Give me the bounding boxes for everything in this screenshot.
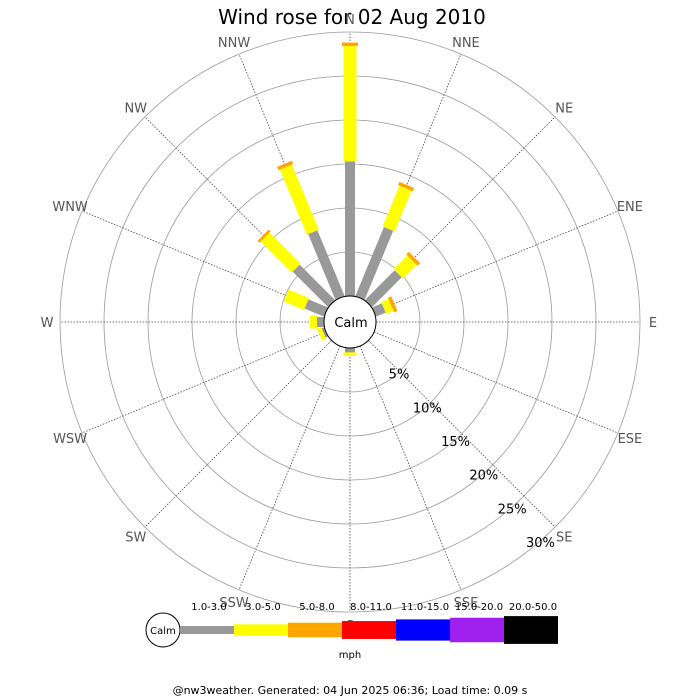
bar-ene-bin-1 (372, 303, 386, 317)
legend-bin-label-1: 1.0-3.0 (191, 602, 226, 613)
direction-label-nnw: NNW (218, 36, 250, 51)
legend-bin-label-4: 8.0-11.0 (350, 602, 392, 613)
bar-ene-bin-2 (381, 298, 394, 315)
direction-label-nne: NNE (452, 36, 480, 51)
bar-wsw-bin-2 (316, 326, 327, 341)
ring-label-6: 30% (526, 536, 555, 551)
legend-swatch-7 (504, 616, 558, 644)
direction-label-w: W (41, 316, 54, 331)
spoke-ese (373, 331, 619, 434)
legend-calm-label: Calm (150, 626, 176, 637)
bar-wnw-bin-1 (304, 299, 328, 317)
bar-ne-bin-1 (364, 270, 402, 308)
bar-ne-bin-2 (393, 255, 417, 279)
bar-ne-bin-3 (406, 251, 421, 266)
spoke-wnw (81, 210, 327, 313)
bar-nne-bin-1 (355, 226, 394, 300)
direction-label-wnw: WNW (52, 200, 88, 215)
direction-label-se: SE (556, 530, 572, 545)
bar-wnw-bin-2 (283, 289, 309, 310)
direction-label-sse: SSE (454, 596, 479, 611)
bar-nnw-bin-2 (279, 164, 319, 235)
direction-label-ne: NE (555, 102, 573, 117)
ring-label-3: 15% (441, 435, 470, 450)
bar-nw-bin-1 (292, 264, 336, 308)
ring-label-4: 20% (469, 469, 498, 484)
bar-nnw-bin-1 (308, 230, 345, 300)
spoke-sse (359, 345, 462, 591)
spoke-nne (359, 53, 462, 299)
legend-swatch-6 (450, 617, 504, 643)
legend-swatch-2 (234, 624, 288, 636)
footer-text: @nw3weather. Generated: 04 Jun 2025 06:3… (173, 684, 528, 697)
legend-bin-label-7: 20.0-50.0 (509, 602, 557, 613)
spoke-ene (373, 210, 619, 313)
spoke-ssw (238, 345, 341, 591)
bar-ene-bin-3 (388, 296, 398, 313)
direction-label-ese: ESE (618, 432, 643, 447)
legend-swatch-4 (342, 621, 396, 639)
legend-bin-label-6: 15.0-20.0 (455, 602, 503, 613)
grid-ring-6 (59, 31, 641, 613)
bar-nnw-bin-3 (277, 160, 294, 171)
ring-label-1: 5% (389, 368, 410, 383)
calm-label: Calm (334, 316, 367, 331)
legend-swatch-5 (396, 619, 450, 641)
spoke-nw (144, 116, 332, 304)
direction-label-ene: ENE (617, 200, 643, 215)
spoke-ne (368, 116, 556, 304)
direction-label-e: E (649, 316, 657, 331)
legend-swatch-1 (180, 626, 234, 634)
legend-bin-label-2: 3.0-5.0 (245, 602, 280, 613)
spoke-nnw (238, 53, 341, 299)
bar-nw-bin-2 (260, 232, 301, 273)
calm-circle: Calm (323, 295, 377, 349)
direction-label-n: N (345, 13, 355, 28)
chart-title: Wind rose for 02 Aug 2010 (218, 5, 486, 29)
legend-swatch-3 (288, 622, 342, 638)
ring-label-2: 10% (413, 401, 442, 416)
legend-bin-label-5: 11.0-15.0 (401, 602, 449, 613)
speed-legend: Calm 1.0-3.0 3.0-5.0 5.0-8.0 8.0-11.0 11.0-15… (145, 602, 558, 661)
direction-label-wsw: WSW (53, 432, 87, 447)
spoke-se (368, 340, 556, 528)
spoke-sw (144, 340, 332, 528)
direction-label-nw: NW (124, 102, 147, 117)
spoke-wsw (81, 331, 327, 434)
direction-labels: NNNENEENEEESESESSESSSWSWWSWWWNWNWNNW (41, 13, 658, 634)
bar-nne-bin-3 (398, 181, 415, 192)
ring-label-5: 25% (498, 502, 527, 517)
legend-unit: mph (339, 650, 361, 661)
wind-bars (257, 42, 421, 356)
direction-label-ssw: SSW (219, 596, 249, 611)
legend-bin-label-3: 5.0-8.0 (299, 602, 334, 613)
bar-nw-bin-3 (257, 229, 271, 243)
ring-percent-labels: 5% 10% 15% 20% 25% 30% (389, 368, 555, 552)
bar-nne-bin-2 (382, 185, 412, 232)
direction-label-sw: SW (125, 530, 146, 545)
